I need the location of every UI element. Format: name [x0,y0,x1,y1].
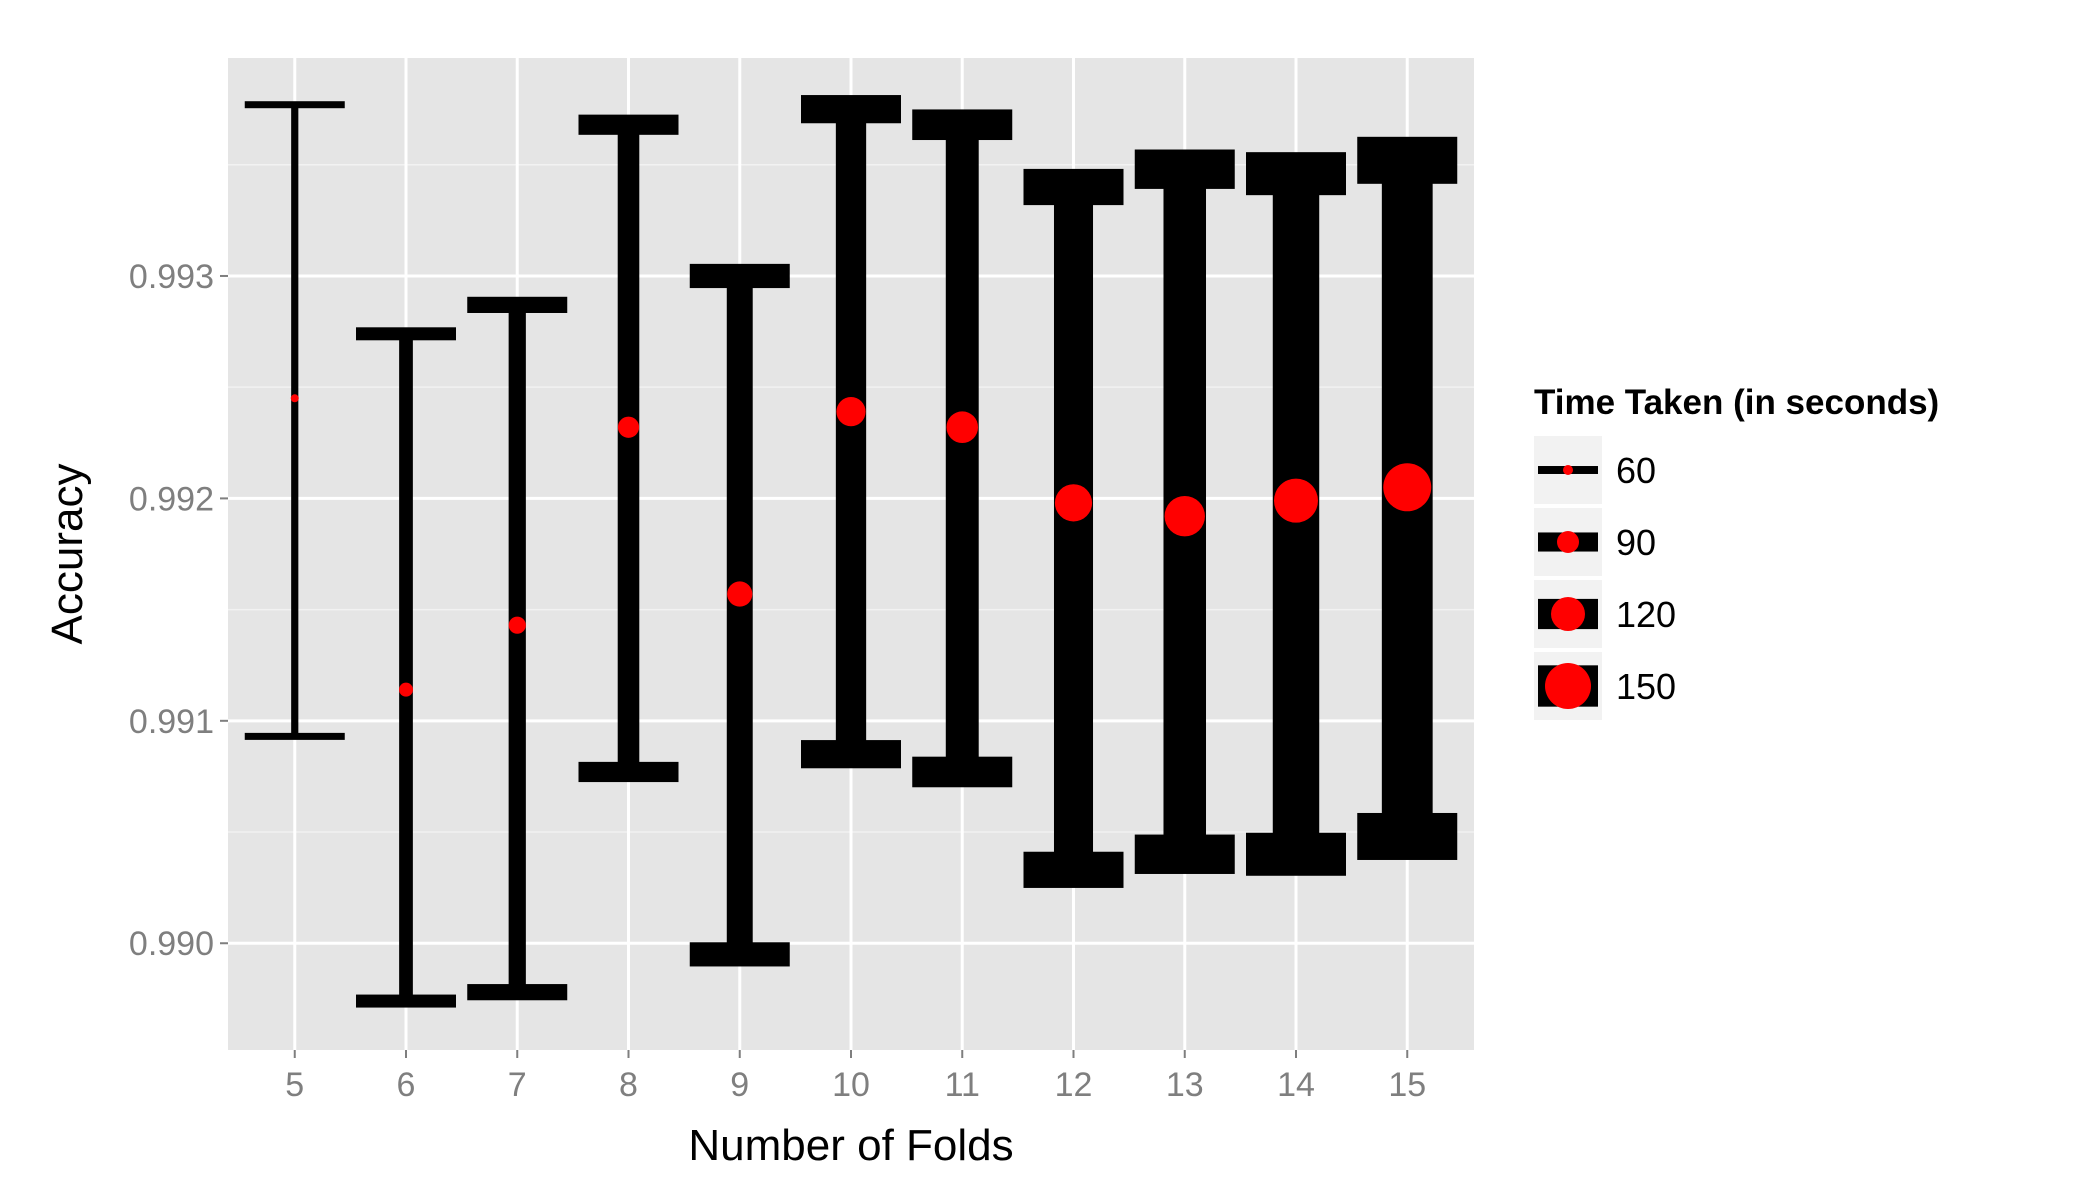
errorbar-cap-bottom [1023,851,1124,888]
x-tick-label: 10 [832,1066,870,1104]
errorbar-stem [508,304,526,993]
errorbar-stem [726,275,753,955]
legend-item: 120 [1534,580,1676,648]
data-point [836,397,866,427]
errorbar-cap-bottom [689,942,790,967]
data-point [1383,463,1432,512]
x-tick-label: 15 [1388,1066,1426,1104]
errorbar [467,296,568,1001]
x-tick-label: 6 [397,1066,416,1104]
errorbar-cap-bottom [244,732,345,740]
legend-label: 150 [1616,666,1676,707]
legend-label: 60 [1616,450,1656,491]
legend-key-point [1551,597,1585,631]
errorbar-cap-top [356,327,456,341]
legend-keys: 60 90 120 150 [1534,436,1676,720]
legend-title: Time Taken (in seconds) [1534,383,1939,422]
errorbar-cap-bottom [1246,832,1346,876]
errorbar-cap-bottom [801,740,901,769]
y-axis-ticks: 0.990 0.991 0.992 0.993 [129,258,228,963]
errorbar-stem [617,124,640,772]
errorbar-cap-bottom [1357,812,1458,860]
data-point [727,581,753,607]
x-tick-label: 13 [1166,1066,1204,1104]
errorbar [356,327,456,1008]
data-point [508,616,526,634]
errorbar-cap-bottom [356,994,456,1008]
legend-label: 120 [1616,594,1676,635]
legend-label: 90 [1616,522,1656,563]
data-point [1164,495,1205,537]
errorbar [1023,168,1124,888]
legend-key-point [1545,663,1591,709]
errorbar [912,109,1013,788]
legend: Time Taken (in seconds) 60 90 120 150 [1534,383,1939,720]
errorbar-stem [1053,187,1094,870]
errorbar [578,114,679,783]
errorbar-cap-top [912,109,1013,141]
errorbar-cap-top [244,101,345,109]
data-point [399,682,413,697]
data-point [946,411,979,444]
y-tick-label: 0.991 [129,703,214,741]
point-layer [290,394,1432,697]
errorbar-cap-top [1357,136,1458,184]
x-tick-label: 7 [508,1066,527,1104]
x-tick-label: 5 [285,1066,304,1104]
y-tick-label: 0.990 [129,925,214,963]
errorbar-cap-top [1023,168,1124,206]
x-tick-label: 14 [1277,1066,1315,1104]
legend-item: 60 [1534,436,1656,504]
x-tick-label: 8 [619,1066,638,1104]
errorbar-stem [399,333,413,1002]
errorbar-cap-bottom [912,756,1013,788]
x-tick-label: 9 [730,1066,749,1104]
errorbar-cap-bottom [1134,834,1235,874]
data-point [617,416,640,438]
x-axis-title: Number of Folds [688,1121,1013,1170]
legend-key-point [1557,531,1579,553]
errorbar-cap-bottom [467,984,568,1001]
errorbar-stem [945,124,979,772]
legend-item: 90 [1534,508,1656,576]
legend-item: 150 [1534,652,1676,720]
x-tick-label: 11 [945,1066,980,1104]
errorbar-cap-bottom [578,761,679,783]
errorbar-cap-top [578,114,679,135]
y-axis-title: Accuracy [43,464,92,645]
errorbar-stem [835,109,867,755]
errorbar-cap-top [689,263,790,289]
data-point [1054,484,1093,522]
errorbar [689,263,790,967]
y-tick-label: 0.992 [129,480,214,518]
x-tick-label: 12 [1055,1066,1093,1104]
errorbar-stem [291,104,299,737]
data-point [1274,478,1318,523]
errorbar-cap-top [801,95,901,124]
legend-key-point [1563,465,1573,475]
x-axis-ticks: 5 6 7 8 9 10 11 12 13 14 15 [285,1050,1426,1104]
errorbar [801,95,901,769]
errorbar-cap-top [1134,149,1235,189]
errorbar [244,101,345,740]
errorbar-cap-top [1246,152,1346,196]
errorbar-cap-top [467,296,568,313]
y-tick-label: 0.993 [129,258,214,296]
data-point [290,394,299,403]
